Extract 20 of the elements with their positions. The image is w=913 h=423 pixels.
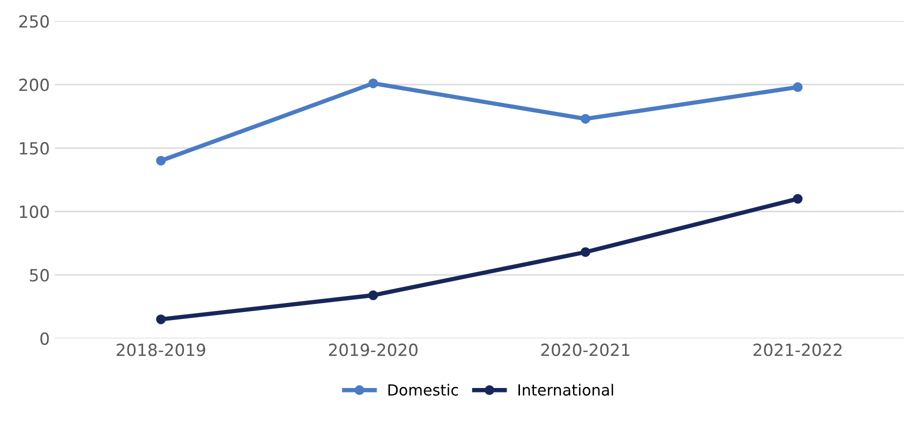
- x-tick-label: 2020-2021: [541, 344, 630, 356]
- y-tick-label: 100: [20, 205, 49, 218]
- y-tick-label: 150: [20, 142, 49, 155]
- point: [792, 194, 803, 204]
- x-tick-label: 2021-2022: [754, 344, 842, 356]
- point: [368, 78, 378, 88]
- point: [792, 82, 803, 92]
- point: [156, 156, 166, 166]
- legend-label: International: [518, 384, 614, 396]
- point: [368, 290, 378, 300]
- y-tick-label: 200: [19, 78, 49, 92]
- y-tick-label: 50: [30, 268, 49, 282]
- legend-label: Domestic: [388, 384, 458, 396]
- y-tick-label: 250: [19, 15, 49, 28]
- point: [580, 247, 590, 257]
- x-tick-label: 2019-2020: [328, 344, 418, 356]
- x-tick-label: 2018-2019: [116, 344, 206, 356]
- point: [156, 314, 166, 324]
- y-tick-label: 0: [40, 332, 49, 345]
- point: [580, 114, 590, 124]
